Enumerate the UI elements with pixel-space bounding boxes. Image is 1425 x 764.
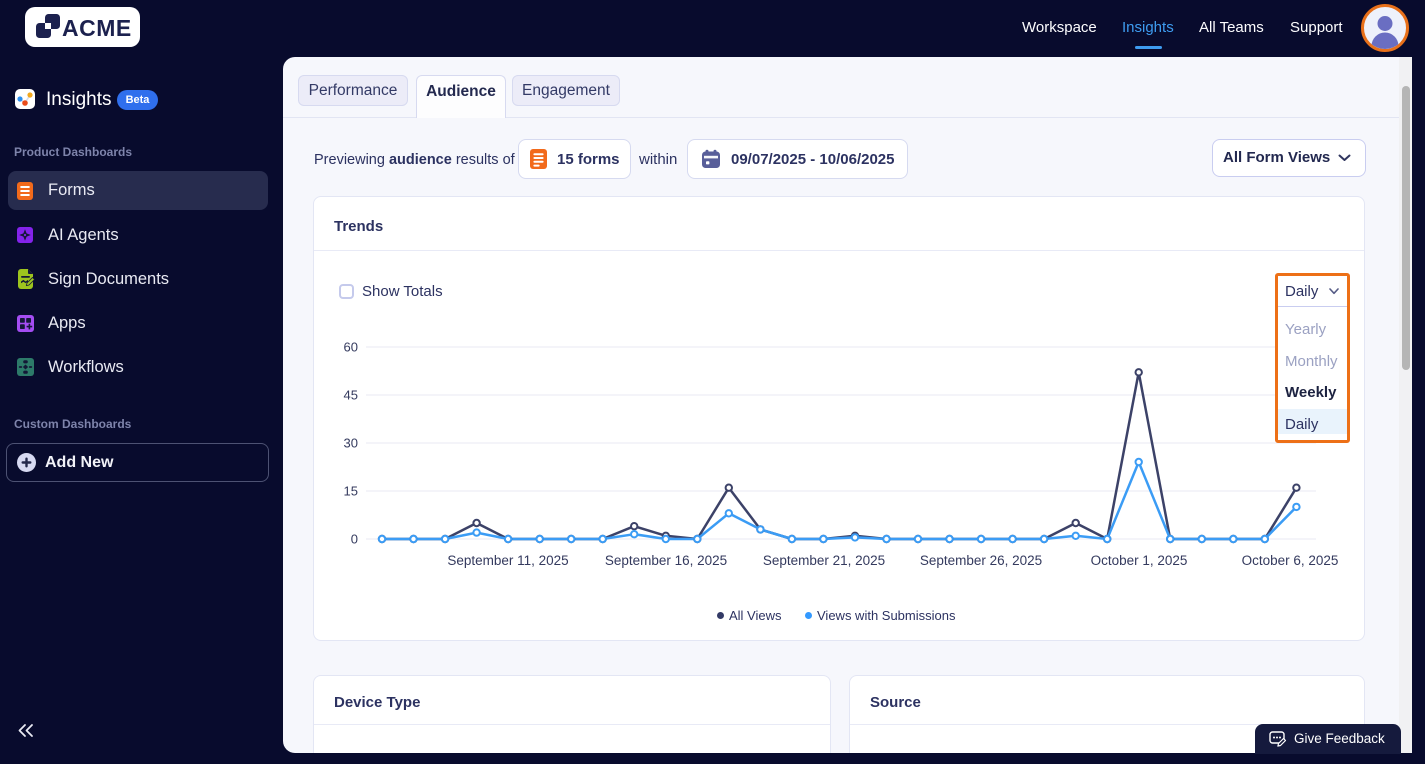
svg-text:September 11, 2025: September 11, 2025 bbox=[447, 553, 568, 568]
svg-text:September 21, 2025: September 21, 2025 bbox=[763, 553, 885, 568]
svg-text:September 16, 2025: September 16, 2025 bbox=[605, 553, 727, 568]
svg-text:October 6, 2025: October 6, 2025 bbox=[1242, 553, 1339, 568]
svg-text:September 26, 2025: September 26, 2025 bbox=[920, 553, 1042, 568]
svg-text:45: 45 bbox=[344, 388, 358, 403]
svg-text:October 1, 2025: October 1, 2025 bbox=[1091, 553, 1188, 568]
svg-text:0: 0 bbox=[351, 532, 358, 547]
svg-text:30: 30 bbox=[344, 436, 358, 451]
svg-text:15: 15 bbox=[344, 484, 358, 499]
svg-text:60: 60 bbox=[344, 340, 358, 355]
